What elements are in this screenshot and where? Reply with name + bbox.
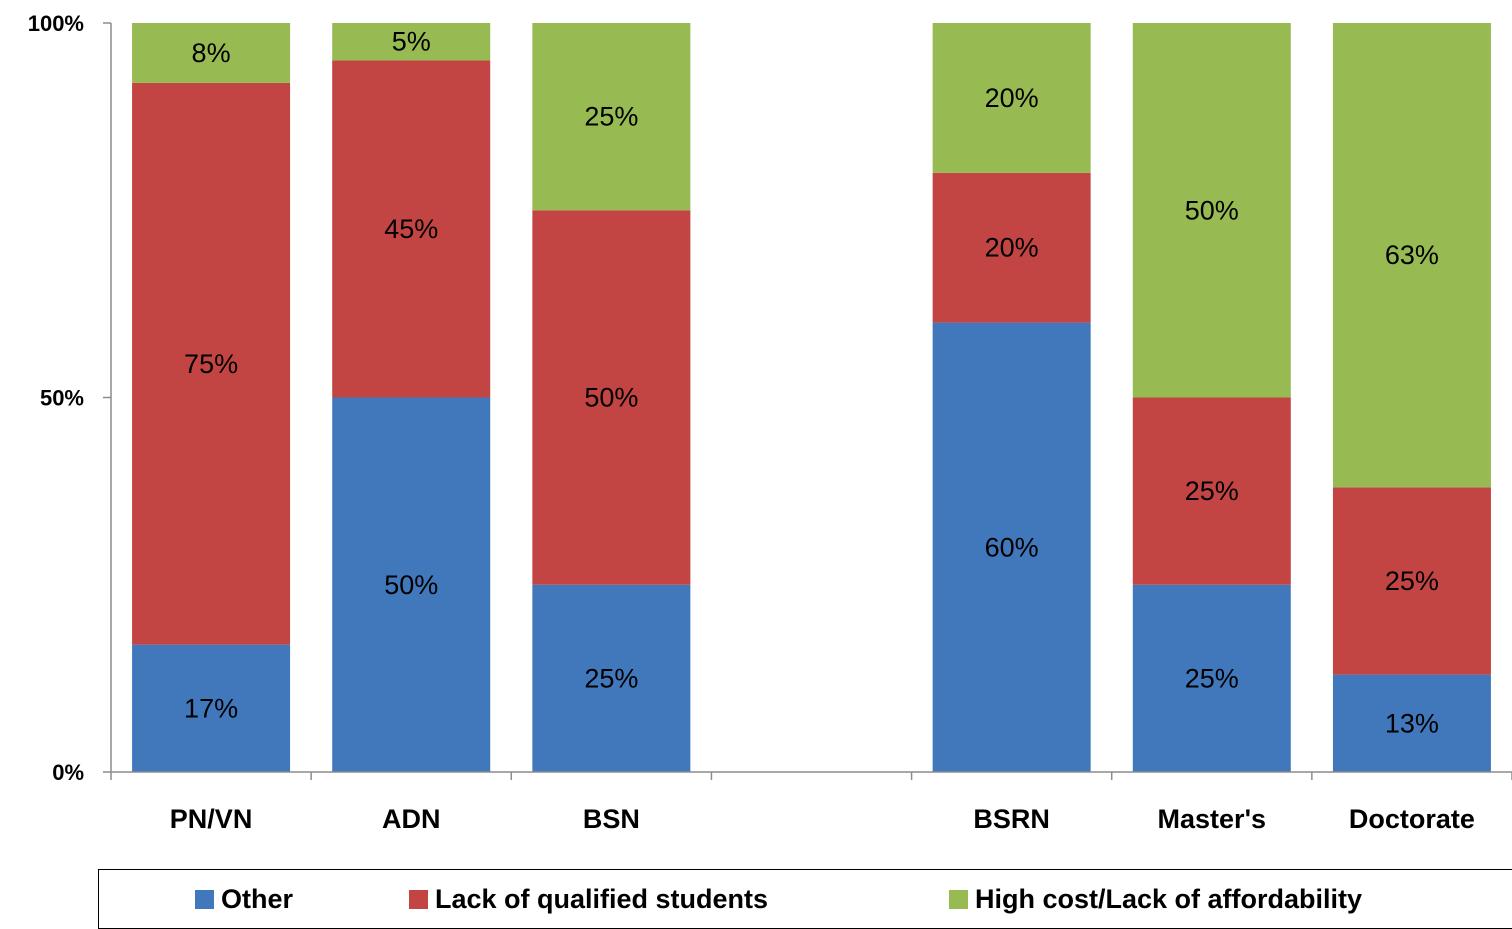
legend-item-other: Other: [195, 884, 293, 915]
bar-adn-other: [332, 397, 491, 772]
x-tick-label-adn: ADN: [382, 804, 441, 834]
bar-doctorate-other: [1332, 674, 1491, 772]
bar-bsn-lack-of-qualified-students: [532, 210, 691, 585]
bar-doctorate-high-cost-lack-of-affordability: [1332, 23, 1491, 488]
legend-swatch-other: [195, 890, 214, 909]
legend: Other Lack of qualified students High co…: [98, 869, 1512, 929]
x-tick-label-bsn: BSN: [583, 804, 640, 834]
legend-item-high-cost: High cost/Lack of affordability: [949, 884, 1362, 915]
data-label-pn-vn-other: 17%: [184, 693, 238, 723]
stacked-bar-chart: 17% 75% 8% 50% 45% 5% 25% 50% 25% 60% 20% 20% 25% 25%…: [28, 11, 1512, 834]
data-label-doctorate-lack-of-qualified-students: 25%: [1385, 566, 1439, 596]
bar-adn-lack-of-qualified-students: [332, 60, 491, 398]
data-label-bsrn-lack-of-qualified-students: 20%: [985, 233, 1039, 263]
data-label-pn-vn-high-cost-lack-of-affordability: 8%: [192, 38, 231, 68]
data-label-adn-other: 50%: [384, 570, 438, 600]
y-tick-label-0: 0%: [52, 760, 84, 785]
data-label-bsn-high-cost-lack-of-affordability: 25%: [584, 102, 638, 132]
data-label-master-s-lack-of-qualified-students: 25%: [1185, 476, 1239, 506]
bar-master-s-high-cost-lack-of-affordability: [1132, 23, 1291, 398]
legend-item-lack-of-qualified-students: Lack of qualified students: [409, 884, 768, 915]
y-tick-label-100: 100%: [28, 11, 84, 36]
data-label-doctorate-other: 13%: [1385, 708, 1439, 738]
legend-swatch-high-cost: [949, 890, 968, 909]
legend-swatch-lack-of-qualified-students: [409, 890, 428, 909]
x-tick-label-pn-vn: PN/VN: [170, 804, 253, 834]
data-label-master-s-high-cost-lack-of-affordability: 50%: [1185, 195, 1239, 225]
data-label-bsn-lack-of-qualified-students: 50%: [584, 383, 638, 413]
legend-label-other: Other: [221, 884, 294, 914]
data-label-bsrn-high-cost-lack-of-affordability: 20%: [985, 83, 1039, 113]
legend-label-lack-of-qualified-students: Lack of qualified students: [435, 884, 769, 914]
bar-master-s-lack-of-qualified-students: [1132, 397, 1291, 585]
data-label-adn-lack-of-qualified-students: 45%: [384, 214, 438, 244]
x-tick-label-master-s: Master's: [1158, 804, 1266, 834]
bar-pn-vn-high-cost-lack-of-affordability: [132, 23, 291, 83]
data-label-pn-vn-lack-of-qualified-students: 75%: [184, 349, 238, 379]
bar-bsrn-other: [932, 322, 1091, 772]
y-tick-label-50: 50%: [40, 386, 84, 411]
data-label-bsn-other: 25%: [584, 663, 638, 693]
data-label-doctorate-high-cost-lack-of-affordability: 63%: [1385, 240, 1439, 270]
axes-group: [103, 22, 1512, 780]
bar-pn-vn-other: [132, 644, 291, 772]
data-label-adn-high-cost-lack-of-affordability: 5%: [392, 27, 431, 57]
x-tick-label-bsrn: BSRN: [973, 804, 1050, 834]
labels-group: 17% 75% 8% 50% 45% 5% 25% 50% 25% 60% 20% 20% 25% 25%…: [28, 11, 1475, 834]
x-tick-label-doctorate: Doctorate: [1349, 804, 1475, 834]
bar-pn-vn-lack-of-qualified-students: [132, 82, 291, 645]
bar-adn-high-cost-lack-of-affordability: [332, 23, 491, 61]
bar-bsn-high-cost-lack-of-affordability: [532, 23, 691, 211]
bar-master-s-other: [1132, 584, 1291, 772]
legend-label-high-cost: High cost/Lack of affordability: [975, 884, 1363, 914]
data-label-bsrn-other: 60%: [985, 532, 1039, 562]
bar-bsrn-lack-of-qualified-students: [932, 172, 1091, 323]
bar-bsrn-high-cost-lack-of-affordability: [932, 23, 1091, 173]
bars-group: [132, 23, 1491, 772]
data-label-master-s-other: 25%: [1185, 663, 1239, 693]
bar-bsn-other: [532, 584, 691, 772]
bar-doctorate-lack-of-qualified-students: [1332, 487, 1491, 675]
